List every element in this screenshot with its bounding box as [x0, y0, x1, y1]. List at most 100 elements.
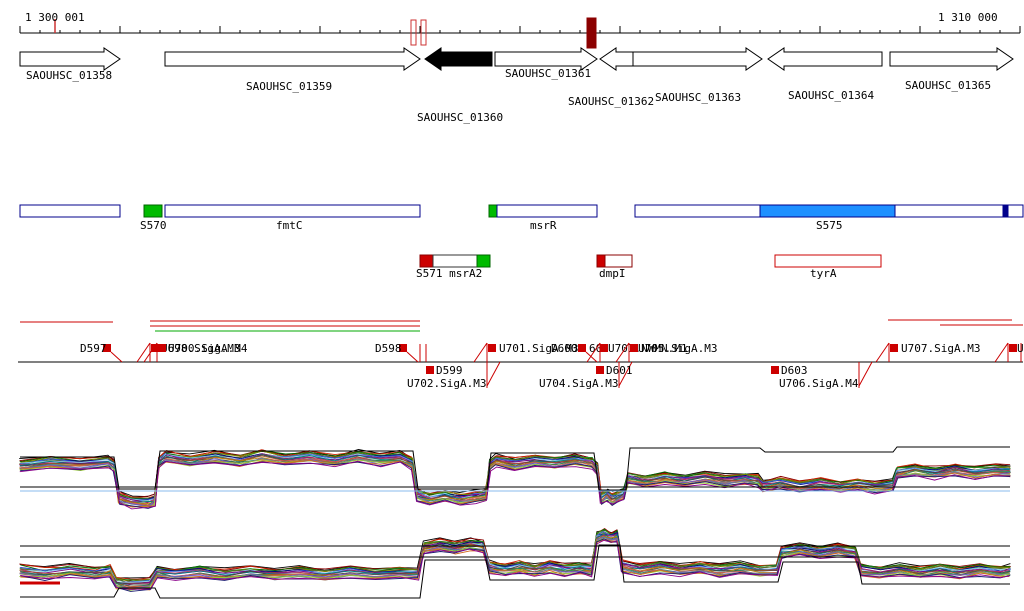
flag-label: D603	[781, 364, 808, 377]
terminator-flag-D599[interactable]: D599	[426, 364, 463, 377]
flag-square	[890, 344, 898, 352]
ruler-feature-mark	[591, 17, 597, 49]
feature-box-msrR[interactable]	[488, 204, 498, 218]
flag-square	[771, 366, 779, 374]
expression-trace	[20, 449, 1011, 499]
flag-square	[103, 344, 111, 352]
expression-trace	[19, 455, 1010, 506]
expression-trace	[20, 539, 1010, 591]
feature-box-dmpI[interactable]	[596, 254, 606, 268]
flag-label: U707.SigA.M3	[901, 342, 980, 355]
feature-box-tyrA[interactable]	[774, 254, 882, 268]
gene-label: SAOUHSC_01362	[568, 95, 654, 108]
flag-square	[630, 344, 638, 352]
feature-label: tyrA	[810, 267, 837, 280]
gene-arrow-SAOUHSC_01365[interactable]	[889, 47, 1014, 71]
reference-line	[20, 446, 1010, 491]
flag-label: U700.SigA.M4	[168, 342, 248, 355]
flag-diagonal	[143, 342, 158, 363]
promoter-flag-U702.SigA.M3[interactable]: U702.SigA.M3	[407, 361, 501, 390]
expression-trace	[19, 535, 1011, 585]
flag-label: U701.SigA.M3	[499, 342, 578, 355]
feature-box-S575[interactable]	[894, 204, 1004, 218]
feature-box-dmpI[interactable]	[604, 254, 633, 268]
gene-arrow-SAOUHSC_01360[interactable]	[424, 47, 493, 71]
promoter-flag-U707.SigA.M3[interactable]: U707.SigA.M3	[875, 342, 980, 363]
flag-label: U704.SigA.M3	[539, 377, 618, 390]
feature-label: S570	[140, 219, 167, 232]
promoter-flag-U701.SigA.M3[interactable]: U701.SigA.M3	[473, 342, 578, 363]
ruler-feature-mark	[420, 19, 427, 46]
terminator-flag-D600[interactable]: D600	[551, 342, 598, 363]
promoter-flag-U700.SigA.M4[interactable]: U700.SigA.M4	[143, 342, 248, 363]
terminator-flag-D601[interactable]: D601	[596, 364, 633, 377]
feature-box-S571-msrA2[interactable]	[432, 254, 478, 268]
feature-box-S571-msrA2[interactable]	[476, 254, 491, 268]
region-end-coordinate: 1 310 000	[938, 11, 998, 24]
flag-label: D597	[80, 342, 107, 355]
promoter-flag-U705.SigA.M3[interactable]: U705.SigA.M3	[615, 342, 717, 363]
flag-diagonal	[473, 342, 488, 363]
ruler-feature-mark	[586, 17, 592, 49]
flag-square	[488, 344, 496, 352]
flag-diagonal	[136, 342, 151, 363]
flag-diagonal	[994, 342, 1009, 363]
promoter-flag-U706.SigA.M4[interactable]: U706.SigA.M4	[779, 361, 873, 390]
flag-diagonal	[110, 351, 123, 363]
terminator-flag-D603[interactable]: D603	[771, 364, 808, 377]
flag-label: U706.SigA.M4	[779, 377, 859, 390]
flag-square	[158, 344, 166, 352]
flag-label: D598	[375, 342, 402, 355]
gene-label: SAOUHSC_01361	[505, 67, 591, 80]
feature-box-S571-msrA2[interactable]	[419, 254, 434, 268]
flag-label: U7	[1017, 342, 1024, 355]
gene-label: SAOUHSC_01365	[905, 79, 991, 92]
feature-label: S575	[816, 219, 843, 232]
gene-arrow-SAOUHSC_01361[interactable]	[494, 47, 598, 71]
flag-square	[426, 366, 434, 374]
flag-square	[600, 344, 608, 352]
gene-label: SAOUHSC_01363	[655, 91, 741, 104]
expression-trace	[20, 530, 1010, 584]
feature-label: msrR	[530, 219, 557, 232]
expression-trace	[19, 457, 1010, 507]
gene-label: SAOUHSC_01358	[26, 69, 112, 82]
feature-box-S575[interactable]	[1002, 204, 1009, 218]
expression-trace	[19, 460, 1011, 510]
gene-arrow-SAOUHSC_01362[interactable]	[599, 47, 634, 71]
feature-box-S575[interactable]	[634, 204, 761, 218]
flag-diagonal	[406, 351, 419, 363]
promoter-flag-U7[interactable]: U7	[994, 342, 1024, 363]
feature-box-msrR[interactable]	[496, 204, 598, 218]
gene-arrow-SAOUHSC_01363[interactable]	[632, 47, 763, 71]
terminator-flag-D597[interactable]: D597	[80, 342, 123, 363]
promoter-flag-U704.SigA.M3[interactable]: U704.SigA.M3	[539, 361, 633, 390]
flag-square	[596, 366, 604, 374]
gene-label: SAOUHSC_01360	[417, 111, 503, 124]
feature-box-S575[interactable]	[759, 204, 896, 218]
terminator-flag-D598[interactable]: D598	[375, 342, 419, 363]
flag-label: U705.SigA.M3	[638, 342, 717, 355]
feature-label: dmpI	[599, 267, 626, 280]
flag-diagonal	[615, 342, 630, 363]
gene-arrow-SAOUHSC_01358[interactable]	[19, 47, 121, 71]
gene-label: SAOUHSC_01359	[246, 80, 332, 93]
expression-trace	[20, 457, 1010, 506]
flag-square	[578, 344, 586, 352]
flag-diagonal	[486, 361, 501, 387]
flag-diagonal	[585, 351, 598, 363]
feature-box-S570[interactable]	[143, 204, 163, 218]
flag-diagonal	[875, 342, 890, 363]
gene-arrow-SAOUHSC_01364[interactable]	[767, 47, 883, 71]
flag-label: D601	[606, 364, 633, 377]
flag-diagonal	[858, 361, 873, 387]
flag-label: U698.SigA.M3	[161, 342, 240, 355]
flag-square	[399, 344, 407, 352]
feature-box-fmtC[interactable]	[164, 204, 421, 218]
feature-box[interactable]	[19, 204, 121, 218]
gene-arrow-SAOUHSC_01359[interactable]	[164, 47, 421, 71]
promoter-flag-U698.SigA.M3[interactable]: U698.SigA.M3	[136, 342, 240, 363]
feature-box-S575[interactable]	[1007, 204, 1024, 218]
